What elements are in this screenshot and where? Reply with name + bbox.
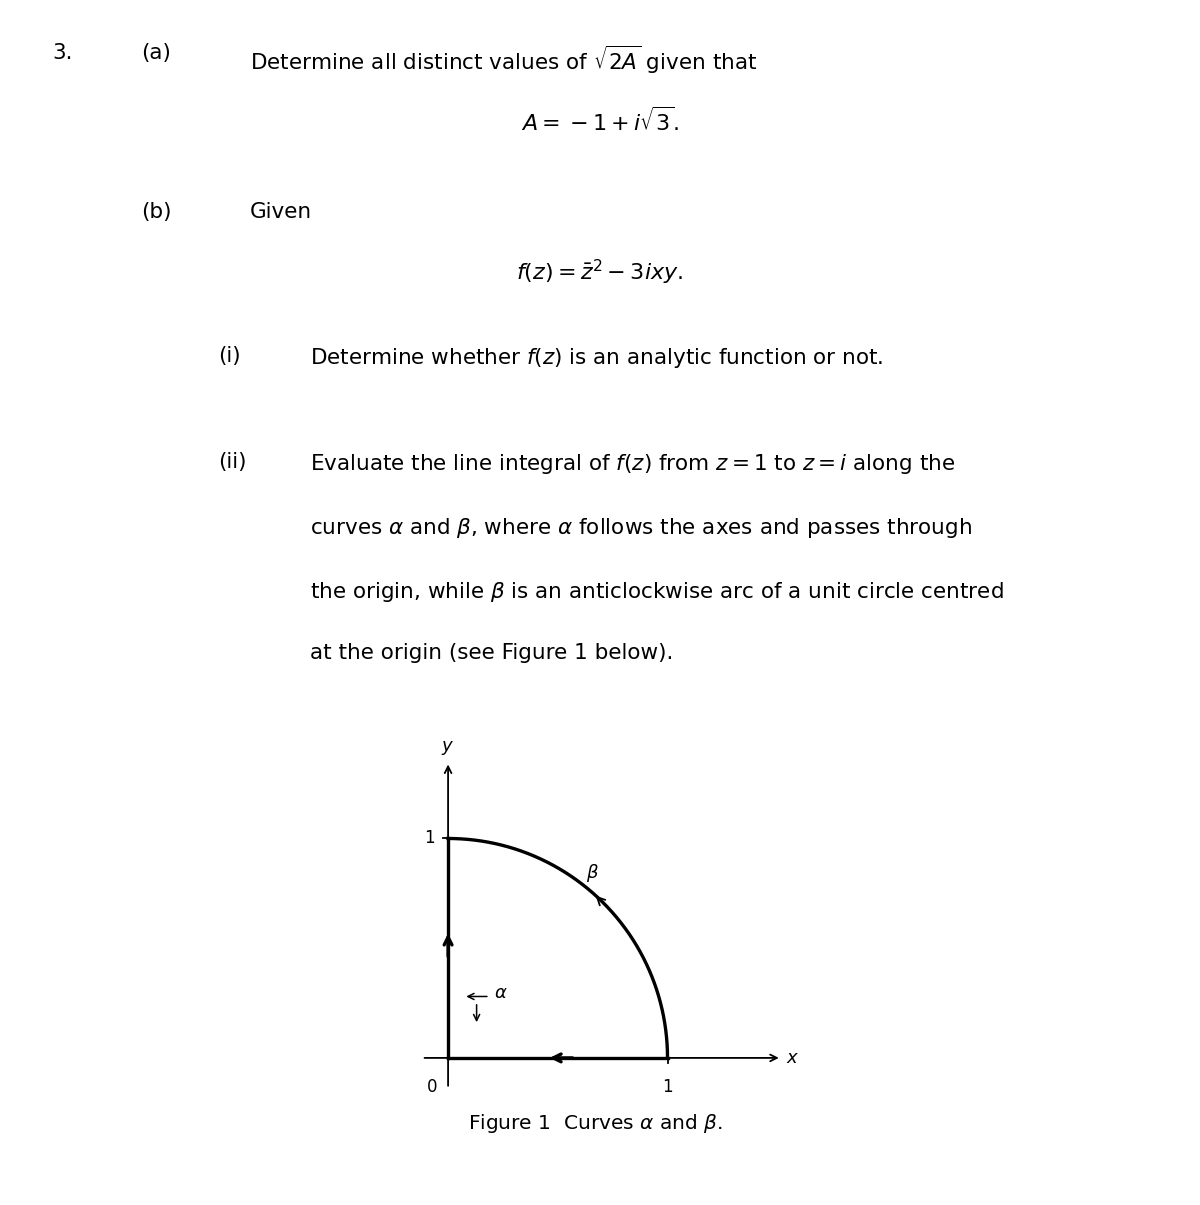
Text: $1$: $1$ bbox=[424, 829, 434, 847]
Text: $A = -1 + i\sqrt{3}.$: $A = -1 + i\sqrt{3}.$ bbox=[521, 106, 679, 135]
Text: $\alpha$: $\alpha$ bbox=[494, 984, 508, 1003]
Text: $0$: $0$ bbox=[426, 1077, 437, 1095]
Text: $y$: $y$ bbox=[442, 740, 455, 757]
Text: (ii): (ii) bbox=[218, 452, 247, 472]
Text: Figure 1  Curves $\alpha$ and $\beta$.: Figure 1 Curves $\alpha$ and $\beta$. bbox=[468, 1112, 722, 1135]
Text: Evaluate the line integral of $f(z)$ from $z = 1$ to $z = i$ along the: Evaluate the line integral of $f(z)$ fro… bbox=[310, 452, 955, 476]
Text: (i): (i) bbox=[218, 346, 241, 366]
Text: the origin, while $\beta$ is an anticlockwise arc of a unit circle centred: the origin, while $\beta$ is an anticloc… bbox=[310, 580, 1003, 604]
Text: $\beta$: $\beta$ bbox=[586, 862, 599, 884]
Text: Determine all distinct values of $\sqrt{2A}$ given that: Determine all distinct values of $\sqrt{… bbox=[250, 43, 757, 76]
Text: Determine whether $f(z)$ is an analytic function or not.: Determine whether $f(z)$ is an analytic … bbox=[310, 346, 883, 370]
Text: Given: Given bbox=[250, 202, 312, 223]
Text: (a): (a) bbox=[142, 43, 172, 64]
Text: curves $\alpha$ and $\beta$, where $\alpha$ follows the axes and passes through: curves $\alpha$ and $\beta$, where $\alp… bbox=[310, 516, 972, 540]
Text: 3.: 3. bbox=[53, 43, 73, 64]
Text: (b): (b) bbox=[142, 202, 172, 223]
Text: $x$: $x$ bbox=[786, 1048, 799, 1066]
Text: $1$: $1$ bbox=[662, 1077, 673, 1095]
Text: at the origin (see Figure 1 below).: at the origin (see Figure 1 below). bbox=[310, 643, 673, 664]
Text: $f(z) = \bar{z}^2 - 3ixy.$: $f(z) = \bar{z}^2 - 3ixy.$ bbox=[516, 258, 684, 287]
